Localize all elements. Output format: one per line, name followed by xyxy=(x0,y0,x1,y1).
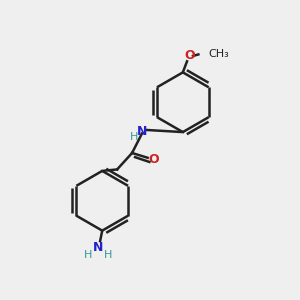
Text: H: H xyxy=(130,132,138,142)
Text: CH₃: CH₃ xyxy=(208,50,229,59)
Text: H: H xyxy=(104,250,112,260)
Text: O: O xyxy=(184,49,195,62)
Text: N: N xyxy=(137,125,147,138)
Text: O: O xyxy=(148,153,159,166)
Text: H: H xyxy=(84,250,92,260)
Text: N: N xyxy=(93,241,103,254)
